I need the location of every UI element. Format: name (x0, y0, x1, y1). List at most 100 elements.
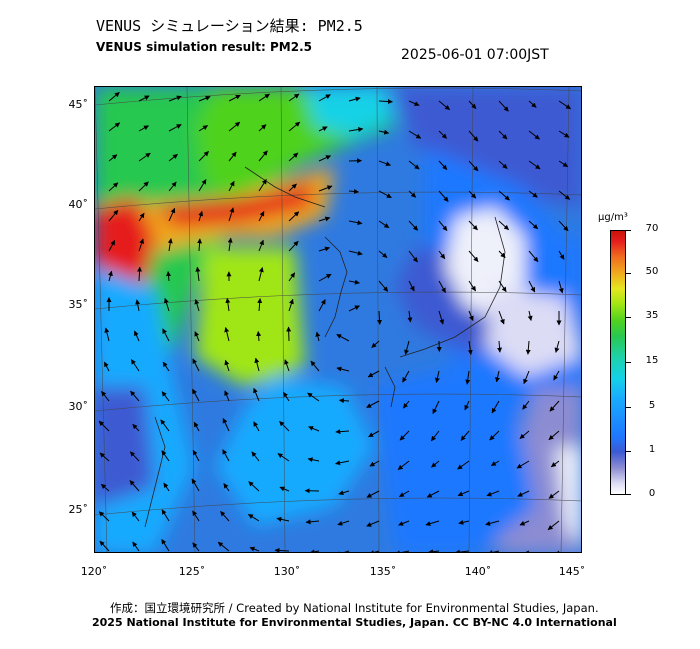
lon-label-125: 125˚ (178, 565, 206, 578)
wind-arrow (549, 400, 560, 412)
wind-arrow (558, 160, 569, 168)
wind-arrow (277, 453, 290, 462)
wind-arrow (468, 280, 477, 292)
wind-arrow (368, 430, 380, 438)
wind-arrow (378, 250, 388, 258)
wind-arrow (288, 121, 301, 132)
wind-arrow (217, 541, 230, 552)
wind-arrow (161, 391, 170, 402)
wind-arrow (407, 310, 413, 323)
wind-arrow (198, 95, 211, 102)
wind-arrow (525, 550, 530, 552)
map-title-english: VENUS simulation result: PM2.5 (96, 40, 312, 54)
wind-arrow (103, 361, 110, 372)
wind-arrow (288, 211, 300, 222)
wind-arrow (523, 370, 530, 385)
wind-arrow (274, 547, 290, 552)
lat-label-40: 40˚ (68, 198, 89, 211)
copyright-line: 2025 National Institute for Environmenta… (92, 616, 617, 629)
wind-arrow (101, 391, 110, 402)
wind-arrow (378, 220, 390, 229)
wind-arrow (195, 266, 201, 282)
pm25-field-svg (95, 87, 581, 552)
wind-arrow (366, 490, 380, 498)
wind-arrow (98, 511, 110, 522)
wind-arrow (516, 460, 530, 469)
wind-arrow (348, 250, 363, 256)
wind-arrow (307, 392, 320, 402)
wind-arrow (288, 298, 294, 312)
wind-arrow (100, 483, 110, 492)
colorbar-unit: μg/m³ (598, 212, 628, 223)
wind-arrow (338, 398, 350, 404)
wind-arrow (161, 509, 170, 522)
lon-label-135: 135˚ (369, 565, 397, 578)
wind-arrow (162, 361, 170, 372)
wind-arrow (468, 130, 479, 142)
wind-arrow (528, 250, 539, 263)
colorbar-tick-5: 5 (648, 400, 656, 411)
wind-arrow (222, 418, 230, 432)
wind-arrow (553, 370, 560, 381)
wind-arrow (348, 279, 360, 285)
wind-arrow (554, 340, 560, 353)
wind-arrow (310, 360, 320, 372)
wind-arrow (253, 387, 260, 402)
wind-arrow (248, 481, 260, 492)
wind-arrow (198, 151, 209, 162)
wind-arrow (558, 190, 571, 200)
wind-arrow (460, 430, 470, 441)
wind-arrow (135, 299, 141, 312)
wind-arrow (438, 280, 446, 294)
wind-arrow (498, 250, 506, 258)
wind-arrow (192, 449, 200, 462)
wind-arrow (108, 122, 121, 132)
wind-arrow (168, 207, 176, 222)
wind-arrow (305, 519, 320, 525)
wind-arrow (258, 267, 264, 282)
wind-arrow (369, 460, 380, 467)
wind-arrow (548, 490, 560, 499)
wind-arrow (498, 220, 509, 231)
lon-label-130: 130˚ (273, 565, 301, 578)
wind-arrow (468, 310, 474, 322)
wind-arrow (467, 340, 473, 355)
wind-arrow (160, 419, 170, 432)
wind-arrow (519, 430, 530, 439)
wind-arrow (438, 190, 449, 202)
wind-arrow (558, 100, 572, 110)
wind-arrow (408, 280, 415, 292)
wind-arrow (286, 326, 292, 342)
wind-arrow (398, 520, 410, 526)
wind-arrow (163, 482, 170, 492)
wind-arrow (251, 451, 260, 462)
wind-arrow (224, 359, 230, 372)
wind-arrow (279, 486, 290, 492)
wind-arrow (378, 99, 393, 105)
wind-arrow (335, 429, 350, 435)
wind-arrow (528, 100, 537, 108)
coastlines (144, 166, 506, 528)
wind-arrow (167, 238, 173, 252)
wind-arrow (288, 152, 299, 162)
wind-arrow (254, 357, 260, 372)
wind-arrow (193, 421, 200, 432)
wind-arrow (161, 538, 170, 552)
wind-arrow (137, 266, 143, 282)
wind-arrow (284, 359, 290, 372)
wind-arrow (408, 130, 422, 139)
wind-arrow (548, 430, 560, 441)
wind-arrow (198, 179, 207, 192)
wind-arrow (168, 124, 182, 132)
wind-arrow (489, 430, 500, 441)
wind-arrow (491, 400, 500, 414)
wind-arrow (256, 331, 262, 342)
wind-arrow (464, 400, 470, 411)
wind-arrow (282, 391, 290, 402)
wind-arrow (468, 100, 477, 109)
wind-arrow (161, 450, 170, 462)
wind-arrow (132, 423, 140, 432)
wind-arrow (403, 400, 410, 409)
wind-arrow (108, 270, 113, 282)
wind-arrow (108, 92, 120, 102)
